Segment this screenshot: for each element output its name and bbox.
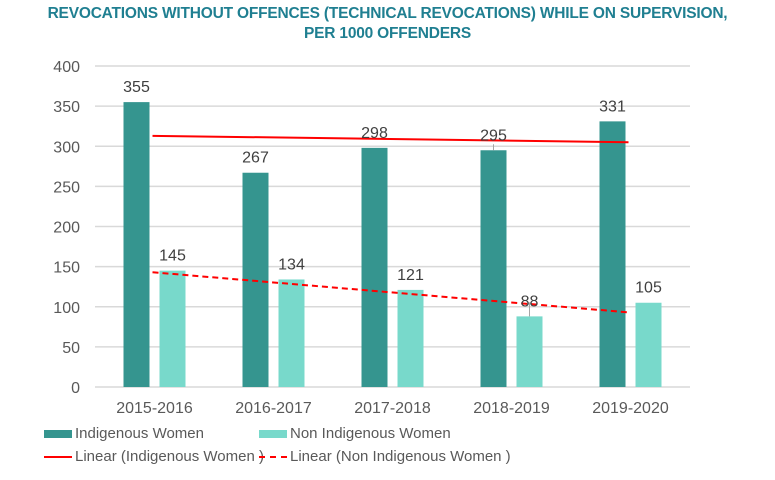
bar (635, 302, 662, 387)
bar (516, 316, 543, 387)
x-axis-ticks: 2015-2016 2016-2017 2017-2018 2018-2019 2019… (116, 400, 669, 417)
data-label: 121 (397, 267, 424, 284)
y-tick-label: 350 (53, 99, 80, 116)
chart-title-line-1: REVOCATIONS WITHOUT OFFENCES (TECHNICAL … (47, 5, 728, 22)
trendlines (152, 134, 629, 314)
bar (480, 150, 507, 387)
legend-label-trend-non-indigenous: Linear (Non Indigenous Women ) (290, 448, 511, 465)
bar (361, 147, 388, 387)
data-label: 88 (521, 293, 539, 310)
data-label: 145 (159, 248, 186, 265)
legend-swatch-trend-non-indigenous (259, 455, 287, 458)
data-label: 134 (278, 256, 305, 273)
data-label: 295 (480, 127, 507, 144)
bar (159, 270, 186, 387)
x-tick-label: 2019-2020 (592, 400, 669, 417)
trendline-indigenous (152, 134, 629, 144)
legend-label-indigenous: Indigenous Women (75, 425, 204, 442)
bar (123, 102, 150, 388)
x-tick-label: 2018-2019 (473, 400, 550, 417)
legend-item-indigenous: Indigenous Women (44, 425, 204, 442)
bar (278, 279, 305, 387)
chart-title: REVOCATIONS WITHOUT OFFENCES (TECHNICAL … (0, 4, 775, 44)
y-tick-label: 400 (53, 59, 80, 76)
y-tick-label: 50 (62, 340, 80, 357)
chart-title-line-2: PER 1000 OFFENDERS (304, 25, 471, 42)
y-tick-label: 300 (53, 139, 80, 156)
bar (599, 121, 626, 387)
data-label: 105 (635, 280, 662, 297)
y-tick-label: 150 (53, 260, 80, 277)
data-label: 298 (361, 125, 388, 142)
legend-swatch-indigenous (44, 429, 72, 438)
bars (123, 102, 662, 388)
x-tick-label: 2016-2017 (235, 400, 312, 417)
gridlines (95, 65, 690, 388)
y-tick-label: 0 (71, 380, 80, 397)
legend-swatch-trend-indigenous (44, 455, 72, 458)
y-tick-label: 200 (53, 220, 80, 237)
x-tick-label: 2015-2016 (116, 400, 193, 417)
data-label: 331 (599, 98, 626, 115)
legend-item-trend-indigenous: Linear (Indigenous Women ) (44, 448, 264, 465)
y-axis-ticks: 0 50 100 150 200 250 300 350 400 (53, 59, 80, 397)
legend-item-trend-non-indigenous: Linear (Non Indigenous Women ) (259, 448, 511, 465)
y-tick-label: 100 (53, 300, 80, 317)
legend-label-non-indigenous: Non Indigenous Women (290, 425, 451, 442)
legend-label-trend-indigenous: Linear (Indigenous Women ) (75, 448, 264, 465)
x-tick-label: 2017-2018 (354, 400, 431, 417)
bar (397, 289, 424, 387)
data-labels: 355 267 298 295 331 145 134 121 88 105 (123, 79, 662, 317)
legend-item-non-indigenous: Non Indigenous Women (259, 425, 451, 442)
data-label: 355 (123, 79, 150, 96)
y-tick-label: 250 (53, 179, 80, 196)
data-label: 267 (242, 150, 269, 167)
legend-swatch-non-indigenous (259, 429, 287, 438)
